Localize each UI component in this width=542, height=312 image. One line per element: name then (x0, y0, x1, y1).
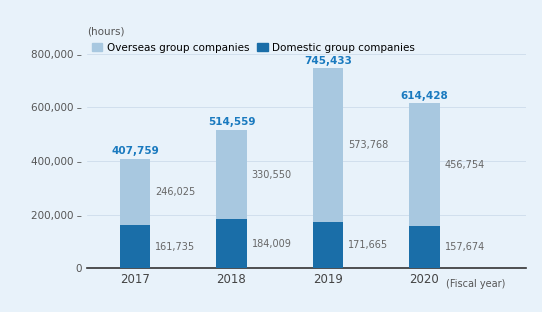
Legend: Overseas group companies, Domestic group companies: Overseas group companies, Domestic group… (92, 43, 415, 53)
Bar (313, 222, 344, 268)
Text: 161,735: 161,735 (155, 241, 195, 251)
Text: 614,428: 614,428 (401, 91, 448, 101)
Text: 184,009: 184,009 (251, 239, 292, 249)
Text: 573,768: 573,768 (348, 140, 389, 150)
Text: (Fiscal year): (Fiscal year) (446, 279, 505, 289)
Bar (120, 159, 150, 225)
Text: 514,559: 514,559 (208, 118, 255, 128)
Text: 745,433: 745,433 (304, 56, 352, 66)
Text: 330,550: 330,550 (251, 169, 292, 179)
Bar (409, 226, 440, 268)
Text: 407,759: 407,759 (111, 146, 159, 156)
Bar (409, 103, 440, 226)
Text: 456,754: 456,754 (444, 160, 485, 170)
Bar (216, 219, 247, 268)
Bar (120, 225, 150, 268)
Text: 246,025: 246,025 (155, 187, 196, 197)
Bar (216, 130, 247, 219)
Bar (313, 68, 344, 222)
Text: 157,674: 157,674 (444, 242, 485, 252)
Text: 171,665: 171,665 (348, 240, 388, 250)
Text: (hours): (hours) (87, 26, 124, 36)
